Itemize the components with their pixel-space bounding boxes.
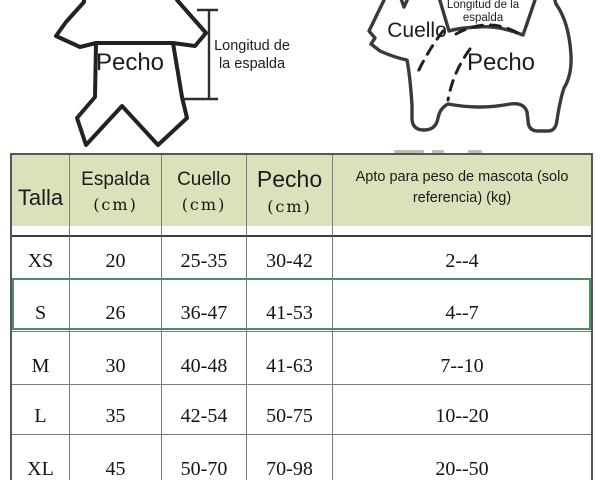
erased-mark	[432, 150, 444, 153]
garment-back-length-label2: la espalda	[219, 56, 286, 72]
measurement-diagrams: Pecho Longitud de la espalda Cuello Long…	[54, 0, 573, 147]
cell-xl-pecho: 70-98	[247, 435, 333, 480]
column-unit: (cm)	[93, 194, 138, 214]
dog-pecho-label: Pecho	[467, 49, 535, 76]
cell-m-espalda: 30	[70, 332, 162, 385]
cell-l-talla: L	[12, 385, 70, 435]
garment-pecho-label: Pecho	[96, 49, 164, 76]
header-cell-peso: Apto para peso de mascota (solo referenc…	[333, 155, 591, 237]
cell-xl-peso: 20--50	[435, 458, 489, 480]
erased-mark	[394, 150, 424, 153]
cell-m-cuello: 40-48	[162, 332, 247, 385]
cell-m-talla: M	[12, 332, 70, 385]
column-title: Pecho	[256, 166, 323, 192]
cell-xs-pecho: 30-42	[247, 237, 333, 280]
cell-xs-talla: XS	[12, 237, 70, 280]
cell-l-espalda: 35	[70, 385, 162, 435]
dog-diagram: Cuello Longitud de la espalda Pecho	[367, 0, 573, 133]
back-length-bracket	[183, 8, 218, 101]
neck-measure-dash	[415, 29, 445, 76]
column-title: Espalda	[81, 168, 150, 190]
erased-mark	[468, 150, 482, 153]
dog-cuello-label: Cuello	[387, 19, 447, 42]
cell-xl-talla: XL	[12, 435, 70, 480]
cell-l-peso: 10--20	[333, 385, 591, 435]
header-cell-cuello: Cuello (cm)	[162, 155, 247, 237]
dog-outline-shape	[367, 0, 573, 133]
dog-tail-and-back	[438, 0, 537, 37]
cell-xs-peso: 2--4	[333, 237, 591, 280]
column-unit: (cm)	[181, 194, 227, 214]
header-cell-pecho: Pecho (cm)	[247, 155, 333, 237]
cell-m-pecho: 41-63	[247, 332, 333, 385]
chest-measure-dash	[446, 47, 472, 102]
cell-xs-espalda: 20	[70, 237, 162, 280]
dog-back-length-label: Longitud de la	[447, 0, 520, 11]
cell-m-peso: 7--10	[333, 332, 591, 385]
column-title: Cuello	[177, 168, 231, 190]
cell-xl-espalda: 45	[70, 435, 162, 480]
dog-ear-notch	[399, 0, 410, 9]
cell-s-talla: S	[12, 280, 70, 332]
cell-s-pecho: 41-53	[247, 280, 333, 332]
cell-xl-cuello: 50-70	[162, 435, 247, 480]
garment-outline-shape	[54, 0, 208, 147]
cell-s-espalda: 26	[70, 280, 162, 332]
garment-diagram: Pecho Longitud de la espalda	[54, 0, 290, 147]
cell-l-pecho: 50-75	[247, 385, 333, 435]
cell-s-cuello: 36-47	[162, 280, 247, 332]
cell-s-peso: 4--7	[333, 280, 591, 332]
column-title: Apto para peso de mascota (solo referenc…	[355, 168, 569, 206]
cell-l-cuello: 42-54	[162, 385, 247, 435]
size-table: Talla Espalda (cm) Cuello (cm) Pecho (cm…	[10, 153, 593, 480]
header-cell-espalda: Espalda (cm)	[70, 155, 162, 237]
back-measure-dash	[454, 23, 525, 38]
dog-back-length-label2: espalda	[463, 12, 504, 24]
column-title: Talla	[17, 185, 64, 210]
cell-xs-cuello: 25-35	[162, 237, 247, 280]
column-unit: (cm)	[267, 197, 312, 216]
header-cell-talla: Talla	[12, 155, 70, 237]
garment-back-length-label: Longitud de	[214, 38, 290, 54]
